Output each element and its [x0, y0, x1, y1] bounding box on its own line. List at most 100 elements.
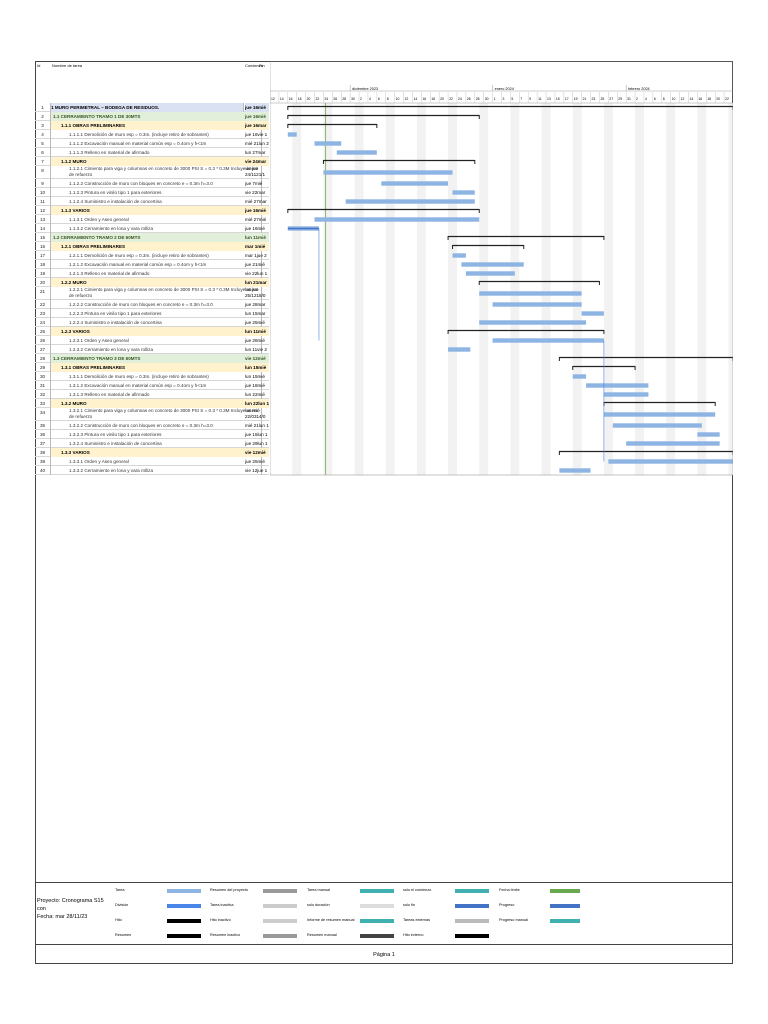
- task-name[interactable]: 1.2.1.2 Excavación manual en material co…: [51, 260, 262, 269]
- task-name[interactable]: 1.2.2.4 Suministro e instalación de conc…: [51, 318, 262, 327]
- task-id: 32: [35, 390, 51, 399]
- task-name[interactable]: 1.2.1.3 Relleno en material de afirmado: [51, 269, 262, 278]
- task-name[interactable]: 1.2.3.1 Orden y Aseo general: [51, 336, 262, 345]
- task-name[interactable]: 1.2.2 MURO: [51, 278, 254, 287]
- task-row[interactable]: 31 1.3.1.2 Excavación manual en material …: [35, 381, 269, 390]
- task-row[interactable]: 9 1.1.2.2 Construcción de muro con bloque…: [35, 179, 269, 188]
- task-row[interactable]: 15 1.2 CERRAMIENTO TRAMO 2 DE 60MTS lun 11…: [35, 233, 269, 242]
- day-label: 4: [369, 97, 371, 101]
- task-name[interactable]: 1.2.2.1 Cimiento para viga y columnas en…: [51, 287, 262, 300]
- task-row[interactable]: 29 1.3.1 OBRAS PRELIMINARES lun 15mié: [35, 363, 269, 372]
- task-name[interactable]: 1.3.1.2 Excavación manual en material co…: [51, 381, 262, 390]
- task-name[interactable]: 1.2.2.2 Construcción de muro con bloques…: [51, 300, 262, 309]
- task-name[interactable]: 1.1.1.3 Relleno en material de afirmado: [51, 148, 262, 157]
- day-label: 16: [422, 97, 426, 101]
- task-row[interactable]: 27 1.2.3.2 Cerramiento en lona y vara rol…: [35, 345, 269, 354]
- task-row[interactable]: 10 1.1.2.3 Pintura en vinilo tipo 1 para …: [35, 188, 269, 197]
- task-row[interactable]: 5 1.1.1.2 Excavación manual en material c…: [35, 139, 269, 148]
- task-name[interactable]: 1.1.3.1 Orden y Aseo general: [51, 215, 262, 224]
- day-label: 2: [636, 97, 638, 101]
- task-row[interactable]: 21 1.2.2.1 Cimiento para viga y columnas …: [35, 287, 269, 300]
- task-name[interactable]: 1.1.3 VARIOS: [51, 206, 254, 215]
- task-name[interactable]: 1.1.2.2 Construcción de muro con bloques…: [51, 179, 262, 188]
- task-name[interactable]: 1.2.1 OBRAS PRELIMINARES: [51, 242, 254, 251]
- task-row[interactable]: 19 1.2.1.3 Relleno en material de afirmad…: [35, 269, 269, 278]
- task-name[interactable]: 1.3.1 OBRAS PRELIMINARES: [51, 363, 254, 372]
- task-name[interactable]: 1.1.1 OBRAS PRELIMINARES: [51, 121, 254, 130]
- task-row[interactable]: 23 1.2.2.3 Pintura en vinilo tipo 1 para …: [35, 309, 269, 318]
- col-name-header[interactable]: Nombre de tarea: [52, 63, 83, 68]
- task-row[interactable]: 25 1.2.3 VARIOS lun 11mié: [35, 327, 269, 336]
- task-name[interactable]: 1.1.2 MURO: [51, 157, 254, 166]
- task-row[interactable]: 18 1.2.1.2 Excavación manual en material …: [35, 260, 269, 269]
- task-name[interactable]: 1.1 CERRAMIENTO TRAMO 1 DE 30MTS: [51, 112, 246, 121]
- legend-symbol-icon: [263, 889, 297, 893]
- task-row[interactable]: 2 1.1 CERRAMIENTO TRAMO 1 DE 30MTS jue 16m…: [35, 112, 269, 121]
- task-name[interactable]: 1.1.2.3 Pintura en vinilo tipo 1 para ex…: [51, 188, 262, 197]
- task-row[interactable]: 33 1.3.2 MURO lun 22lun 1: [35, 399, 269, 408]
- task-name[interactable]: 1.1.1.2 Excavación manual en material co…: [51, 139, 262, 148]
- task-bar: [572, 374, 587, 379]
- task-row[interactable]: 14 1.1.3.2 Cerramiento en lona y vara rol…: [35, 224, 269, 233]
- col-id-header[interactable]: Id: [37, 63, 41, 68]
- task-row[interactable]: 6 1.1.1.3 Relleno en material de afirmado…: [35, 148, 269, 157]
- task-name[interactable]: 1 MURO PERIMETRAL – BODEGA DE RESIDUOS.: [51, 103, 244, 112]
- task-row[interactable]: 4 1.1.1.1 Demolición de muro esp = 0.3m. …: [35, 130, 269, 139]
- task-row[interactable]: 28 1.3 CERRAMIENTO TRAMO 3 DE 60MTS vie 12…: [35, 354, 269, 363]
- task-name[interactable]: 1.3 CERRAMIENTO TRAMO 3 DE 60MTS: [51, 354, 246, 363]
- task-row[interactable]: 3 1.1.1 OBRAS PRELIMINARES jue 16mar: [35, 121, 269, 130]
- col-start-header[interactable]: Comienzo: [245, 63, 264, 68]
- task-name[interactable]: 1.3.3.1 Orden y Aseo general: [51, 457, 262, 466]
- task-name[interactable]: 1.3.2 MURO: [51, 399, 254, 408]
- task-row[interactable]: 20 1.2.2 MURO lun 21mar: [35, 278, 269, 287]
- task-row[interactable]: 30 1.3.1.1 Demolición de muro esp = 0.3m.…: [35, 372, 269, 381]
- task-name[interactable]: 1.2 CERRAMIENTO TRAMO 2 DE 60MTS: [51, 233, 246, 242]
- task-dates: jue 16mié: [245, 226, 265, 231]
- task-row[interactable]: 13 1.1.3.1 Orden y Aseo general mié 27mié: [35, 215, 269, 224]
- task-name[interactable]: 1.1.2.4 Suministro e instalación de conc…: [51, 197, 262, 206]
- task-name[interactable]: 1.1.1.1 Demolición de muro esp = 0.3m. (…: [51, 130, 262, 139]
- weekend-shade: [385, 103, 395, 475]
- task-name[interactable]: 1.3.2.2 Construcción de muro con bloques…: [51, 421, 262, 430]
- task-name[interactable]: 1.2.2.3 Pintura en vinilo tipo 1 para ex…: [51, 309, 262, 318]
- task-row[interactable]: 7 1.1.2 MURO vie 24mar: [35, 157, 269, 166]
- task-row[interactable]: 8 1.1.2.1 Cimiento para viga y columnas e…: [35, 166, 269, 179]
- task-id: 17: [35, 251, 51, 260]
- col-end-header[interactable]: Fin: [259, 63, 265, 68]
- task-row[interactable]: 16 1.2.1 OBRAS PRELIMINARES mar 1mié: [35, 242, 269, 251]
- task-bar: [336, 150, 377, 155]
- task-dates: lun 11vie 2: [245, 347, 267, 352]
- task-row[interactable]: 35 1.3.2.2 Construcción de muro con bloqu…: [35, 421, 269, 430]
- task-name[interactable]: 1.3.2.4 Suministro e instalación de conc…: [51, 439, 262, 448]
- task-row[interactable]: 26 1.2.3.1 Orden y Aseo general jue 28mié: [35, 336, 269, 345]
- task-row[interactable]: 12 1.1.3 VARIOS jue 16mié: [35, 206, 269, 215]
- task-name[interactable]: 1.3.2.1 Cimiento para viga y columnas en…: [51, 408, 262, 421]
- task-row[interactable]: 34 1.3.2.1 Cimiento para viga y columnas …: [35, 408, 269, 421]
- task-name[interactable]: 1.1.2.1 Cimiento para viga y columnas en…: [51, 166, 262, 179]
- task-row[interactable]: 17 1.2.1.1 Demolición de muro esp = 0.3m.…: [35, 251, 269, 260]
- task-dates: jue 21mié: [245, 262, 265, 267]
- task-name[interactable]: 1.3.1.1 Demolición de muro esp = 0.3m. (…: [51, 372, 262, 381]
- task-row[interactable]: 36 1.3.2.3 Pintura en vinilo tipo 1 para …: [35, 430, 269, 439]
- legend-label: Tarea: [115, 888, 125, 892]
- task-id: 1: [35, 103, 51, 112]
- task-row[interactable]: 11 1.1.2.4 Suministro e instalación de co…: [35, 197, 269, 206]
- task-name[interactable]: 1.1.3.2 Cerramiento en lona y vara rolli…: [51, 224, 262, 233]
- task-row[interactable]: 37 1.3.2.4 Suministro e instalación de co…: [35, 439, 269, 448]
- task-name[interactable]: 1.3.2.3 Pintura en vinilo tipo 1 para ex…: [51, 430, 262, 439]
- task-name[interactable]: 1.2.3.2 Cerramiento en lona y vara rolli…: [51, 345, 262, 354]
- task-row[interactable]: 22 1.2.2.2 Construcción de muro con bloqu…: [35, 300, 269, 309]
- task-name[interactable]: 1.2.3 VARIOS: [51, 327, 254, 336]
- task-name[interactable]: 1.3.3.2 Cerramiento en lona y vara rolli…: [51, 466, 262, 475]
- task-name[interactable]: 1.3.1.3 Relleno en material de afirmado: [51, 390, 262, 399]
- task-row[interactable]: 24 1.2.2.4 Suministro e instalación de co…: [35, 318, 269, 327]
- task-row[interactable]: 40 1.3.3.2 Cerramiento en lona y vara rol…: [35, 466, 269, 475]
- task-bar: [479, 320, 587, 325]
- task-row[interactable]: 39 1.3.3.1 Orden y Aseo general jue 25mié: [35, 457, 269, 466]
- task-row[interactable]: 32 1.3.1.3 Relleno en material de afirmad…: [35, 390, 269, 399]
- task-row[interactable]: 38 1.3.3 VARIOS vie 12mié: [35, 448, 269, 457]
- task-name[interactable]: 1.2.1.1 Demolición de muro esp = 0.3m. (…: [51, 251, 262, 260]
- task-name[interactable]: 1.3.3 VARIOS: [51, 448, 254, 457]
- day-label: 12: [405, 97, 409, 101]
